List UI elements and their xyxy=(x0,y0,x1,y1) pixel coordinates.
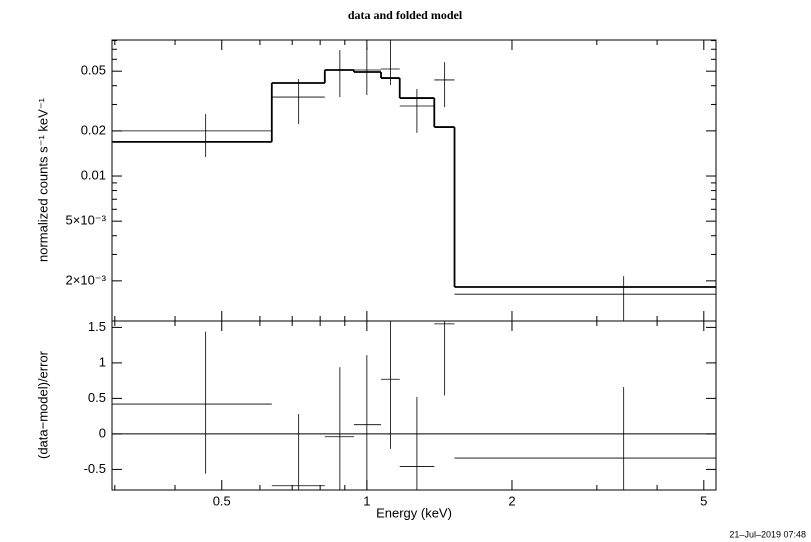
y-tick-label: 1.5 xyxy=(88,319,106,334)
panel-frame xyxy=(111,39,717,322)
y-axis-label: normalized counts s⁻¹ keV⁻¹ xyxy=(35,97,50,262)
plot-area xyxy=(112,40,716,321)
panel-frame xyxy=(111,320,717,491)
y-tick-label: -0.5 xyxy=(84,461,106,476)
y-tick-label: 1 xyxy=(99,354,106,369)
y-tick-label: 5×10⁻³ xyxy=(66,213,107,228)
x-tick-label: 1 xyxy=(363,493,370,508)
x-tick-label: 0.5 xyxy=(213,493,231,508)
y-tick-label: 0.02 xyxy=(81,122,106,137)
y-tick-label: 0 xyxy=(99,425,106,440)
y-tick-label: 0.5 xyxy=(88,390,106,405)
y-tick-label: 0.01 xyxy=(81,167,106,182)
plot-area xyxy=(112,321,716,490)
chart-title: data and folded model xyxy=(348,8,463,22)
x-axis-label: Energy (keV) xyxy=(376,505,452,520)
y-tick-label: 2×10⁻³ xyxy=(66,272,107,287)
y-axis-label: (data−model)/error xyxy=(35,350,50,459)
x-tick-label: 5 xyxy=(700,493,707,508)
y-tick-label: 0.05 xyxy=(81,63,106,78)
timestamp: 21–Jul–2019 07:48 xyxy=(729,529,806,539)
x-tick-label: 2 xyxy=(508,493,515,508)
